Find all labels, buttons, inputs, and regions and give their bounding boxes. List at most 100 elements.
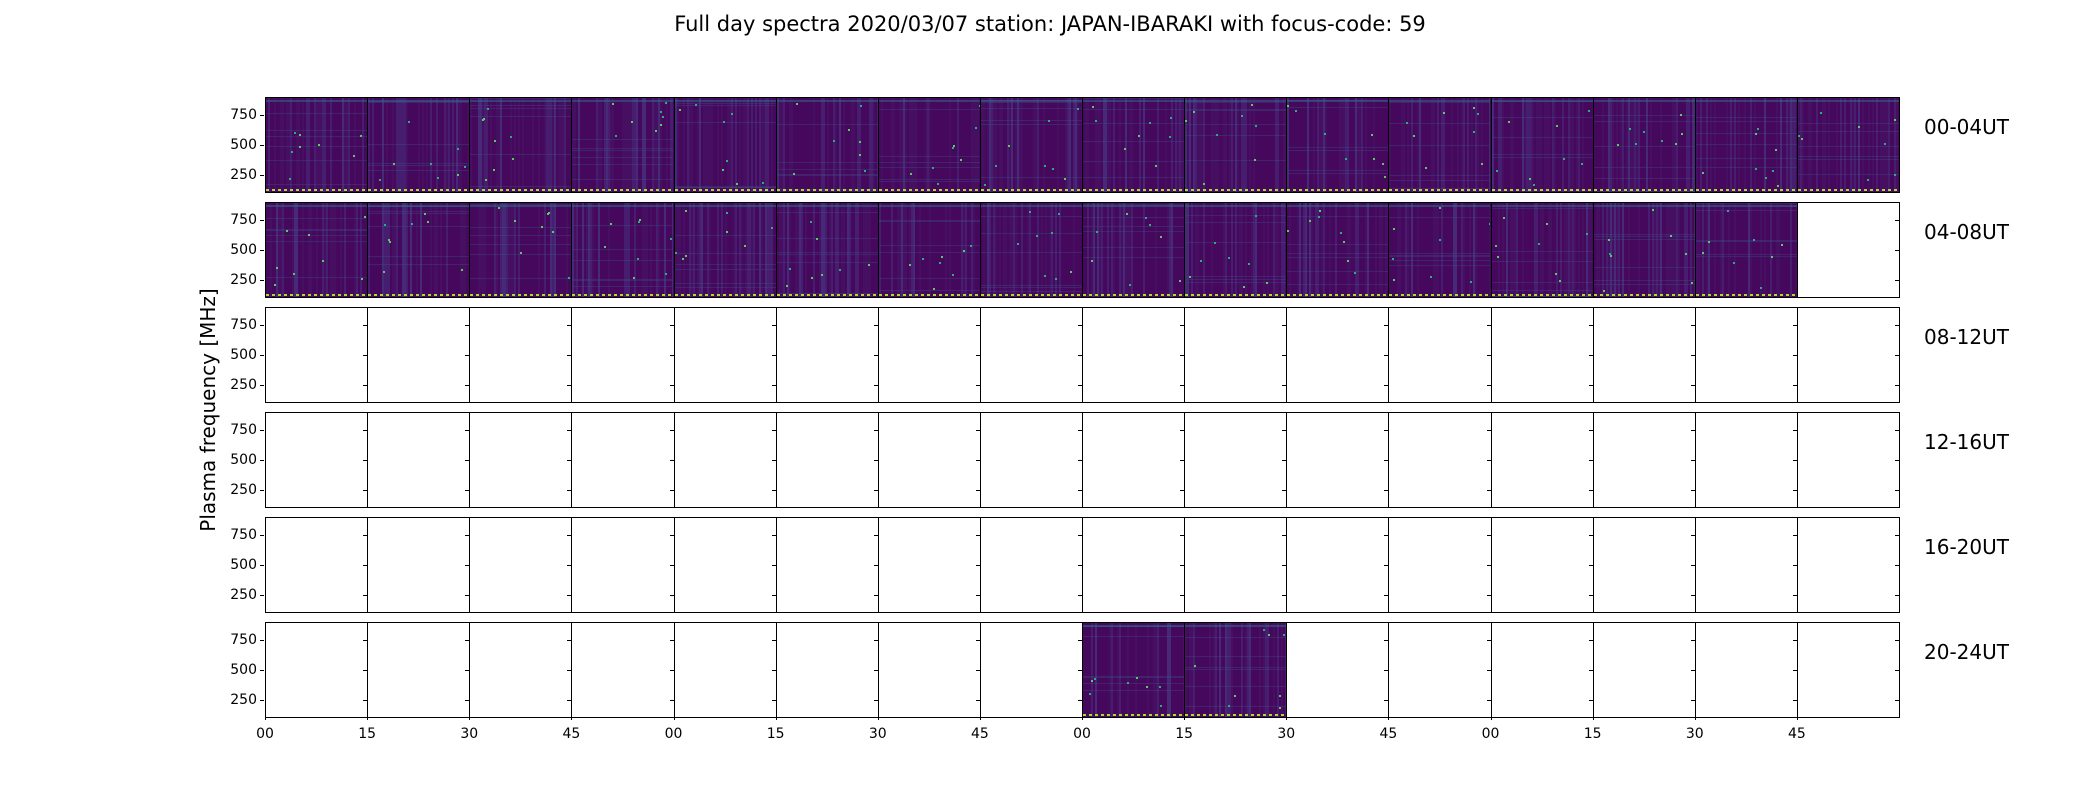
spectrum-panel-empty — [1286, 307, 1390, 403]
panel-tick-mark — [1588, 355, 1593, 356]
spectrum-image — [368, 98, 470, 192]
panel-tick-mark — [363, 565, 368, 566]
panel-tick-mark — [567, 640, 572, 641]
spectrum-panel-empty — [1082, 517, 1186, 613]
x-tick-label: 30 — [1277, 726, 1296, 742]
panel-tick-mark — [465, 355, 470, 356]
panel-tick-mark — [669, 355, 674, 356]
panel-tick-mark — [1180, 430, 1185, 431]
spectrum-image — [674, 203, 776, 297]
spectrum-panel-empty — [1286, 622, 1390, 718]
x-tick-label: 00 — [1481, 726, 1500, 742]
panel-tick-mark — [1282, 430, 1287, 431]
spectrum-panel-empty — [1388, 622, 1492, 718]
panel-tick-mark — [873, 700, 878, 701]
spectrum-panel-empty — [469, 307, 573, 403]
spectrum-panel-empty — [1796, 517, 1900, 613]
panel-tick-mark — [363, 385, 368, 386]
spectrum-panel-empty — [1694, 307, 1798, 403]
panel-tick-mark — [465, 670, 470, 671]
panel-tick-mark — [873, 595, 878, 596]
panel-tick-mark — [873, 355, 878, 356]
panel-tick-mark — [1588, 595, 1593, 596]
spectrum-panel-filled — [775, 97, 879, 193]
y-tick-mark — [260, 220, 264, 221]
spectrum-panel-empty — [1388, 517, 1492, 613]
panel-tick-mark — [465, 595, 470, 596]
spectrum-panel-empty — [1796, 307, 1900, 403]
spectrum-panel-filled — [469, 202, 573, 298]
spectrum-image — [572, 98, 674, 192]
panel-tick-mark — [1792, 640, 1797, 641]
y-tick-mark — [260, 640, 264, 641]
spectrum-panel-empty — [469, 412, 573, 508]
spectrum-panel-filled — [367, 202, 471, 298]
spectrum-image — [878, 98, 980, 192]
y-tick-label: 750 — [230, 317, 257, 333]
panel-tick-mark — [1588, 700, 1593, 701]
y-tick-label: 250 — [230, 272, 257, 288]
spectrum-panel-filled — [1082, 622, 1186, 718]
spectrum-panel-empty — [265, 622, 369, 718]
spectrum-panel-filled — [979, 97, 1083, 193]
panel-tick-mark — [1895, 250, 1899, 251]
y-tick-label: 250 — [230, 482, 257, 498]
panel-tick-mark — [1078, 595, 1082, 596]
spectrum-panel-empty — [673, 517, 777, 613]
x-tick-mark — [571, 716, 573, 720]
y-tick-mark — [260, 460, 264, 461]
spectrum-panel-empty — [1490, 517, 1594, 613]
x-tick-label: 00 — [256, 726, 274, 742]
panel-tick-mark — [975, 565, 980, 566]
panel-tick-mark — [567, 595, 572, 596]
panel-tick-mark — [1282, 325, 1287, 326]
spectrum-panel-filled — [1184, 202, 1288, 298]
x-tick-label: 45 — [1379, 726, 1398, 742]
x-tick-mark — [775, 716, 777, 720]
panel-tick-mark — [1792, 325, 1797, 326]
spectrum-panel-empty — [877, 412, 981, 508]
panel-tick-mark — [1690, 460, 1695, 461]
row-label: 12-16UT — [1924, 430, 2009, 454]
panel-tick-mark — [1282, 355, 1287, 356]
panel-tick-mark — [465, 385, 470, 386]
panel-tick-mark — [1486, 355, 1491, 356]
y-tick-label: 750 — [230, 527, 257, 543]
panel-tick-mark — [363, 460, 368, 461]
spectrum-panel-empty — [1490, 412, 1594, 508]
panel-tick-mark — [1180, 595, 1185, 596]
spectrum-panel-filled — [1490, 97, 1594, 193]
x-tick-label: 15 — [1583, 726, 1602, 742]
spectrum-panel-empty — [1184, 307, 1288, 403]
panel-tick-mark — [1384, 355, 1389, 356]
panel-tick-mark — [1282, 565, 1287, 566]
panel-tick-mark — [1690, 490, 1695, 491]
spectrum-panel-filled — [877, 97, 981, 193]
panel-tick-mark — [1792, 670, 1797, 671]
y-tick-mark — [260, 490, 264, 491]
panel-tick-mark — [771, 490, 776, 491]
panel-tick-mark — [1078, 535, 1082, 536]
spectrum-panel-empty — [367, 412, 471, 508]
panel-tick-mark — [567, 460, 572, 461]
panel-tick-mark — [669, 670, 674, 671]
y-tick-mark — [260, 355, 264, 356]
x-tick-mark — [1592, 716, 1594, 720]
x-tick-mark — [1082, 716, 1083, 720]
y-tick-label: 500 — [230, 137, 257, 153]
panel-tick-mark — [771, 460, 776, 461]
panel-tick-mark — [465, 430, 470, 431]
spectrum-panel-empty — [1388, 412, 1492, 508]
spectrum-panel-empty — [877, 307, 981, 403]
panel-tick-mark — [1588, 460, 1593, 461]
panel-tick-mark — [1588, 490, 1593, 491]
spectrum-image — [1389, 203, 1491, 297]
row-label: 16-20UT — [1924, 535, 2009, 559]
y-tick-mark — [260, 430, 264, 431]
panel-tick-mark — [567, 535, 572, 536]
spectrum-panel-empty — [673, 622, 777, 718]
spectrum-image — [1185, 98, 1287, 192]
panel-tick-mark — [1792, 565, 1797, 566]
panel-tick-mark — [567, 490, 572, 491]
spectrum-panel-filled — [673, 202, 777, 298]
